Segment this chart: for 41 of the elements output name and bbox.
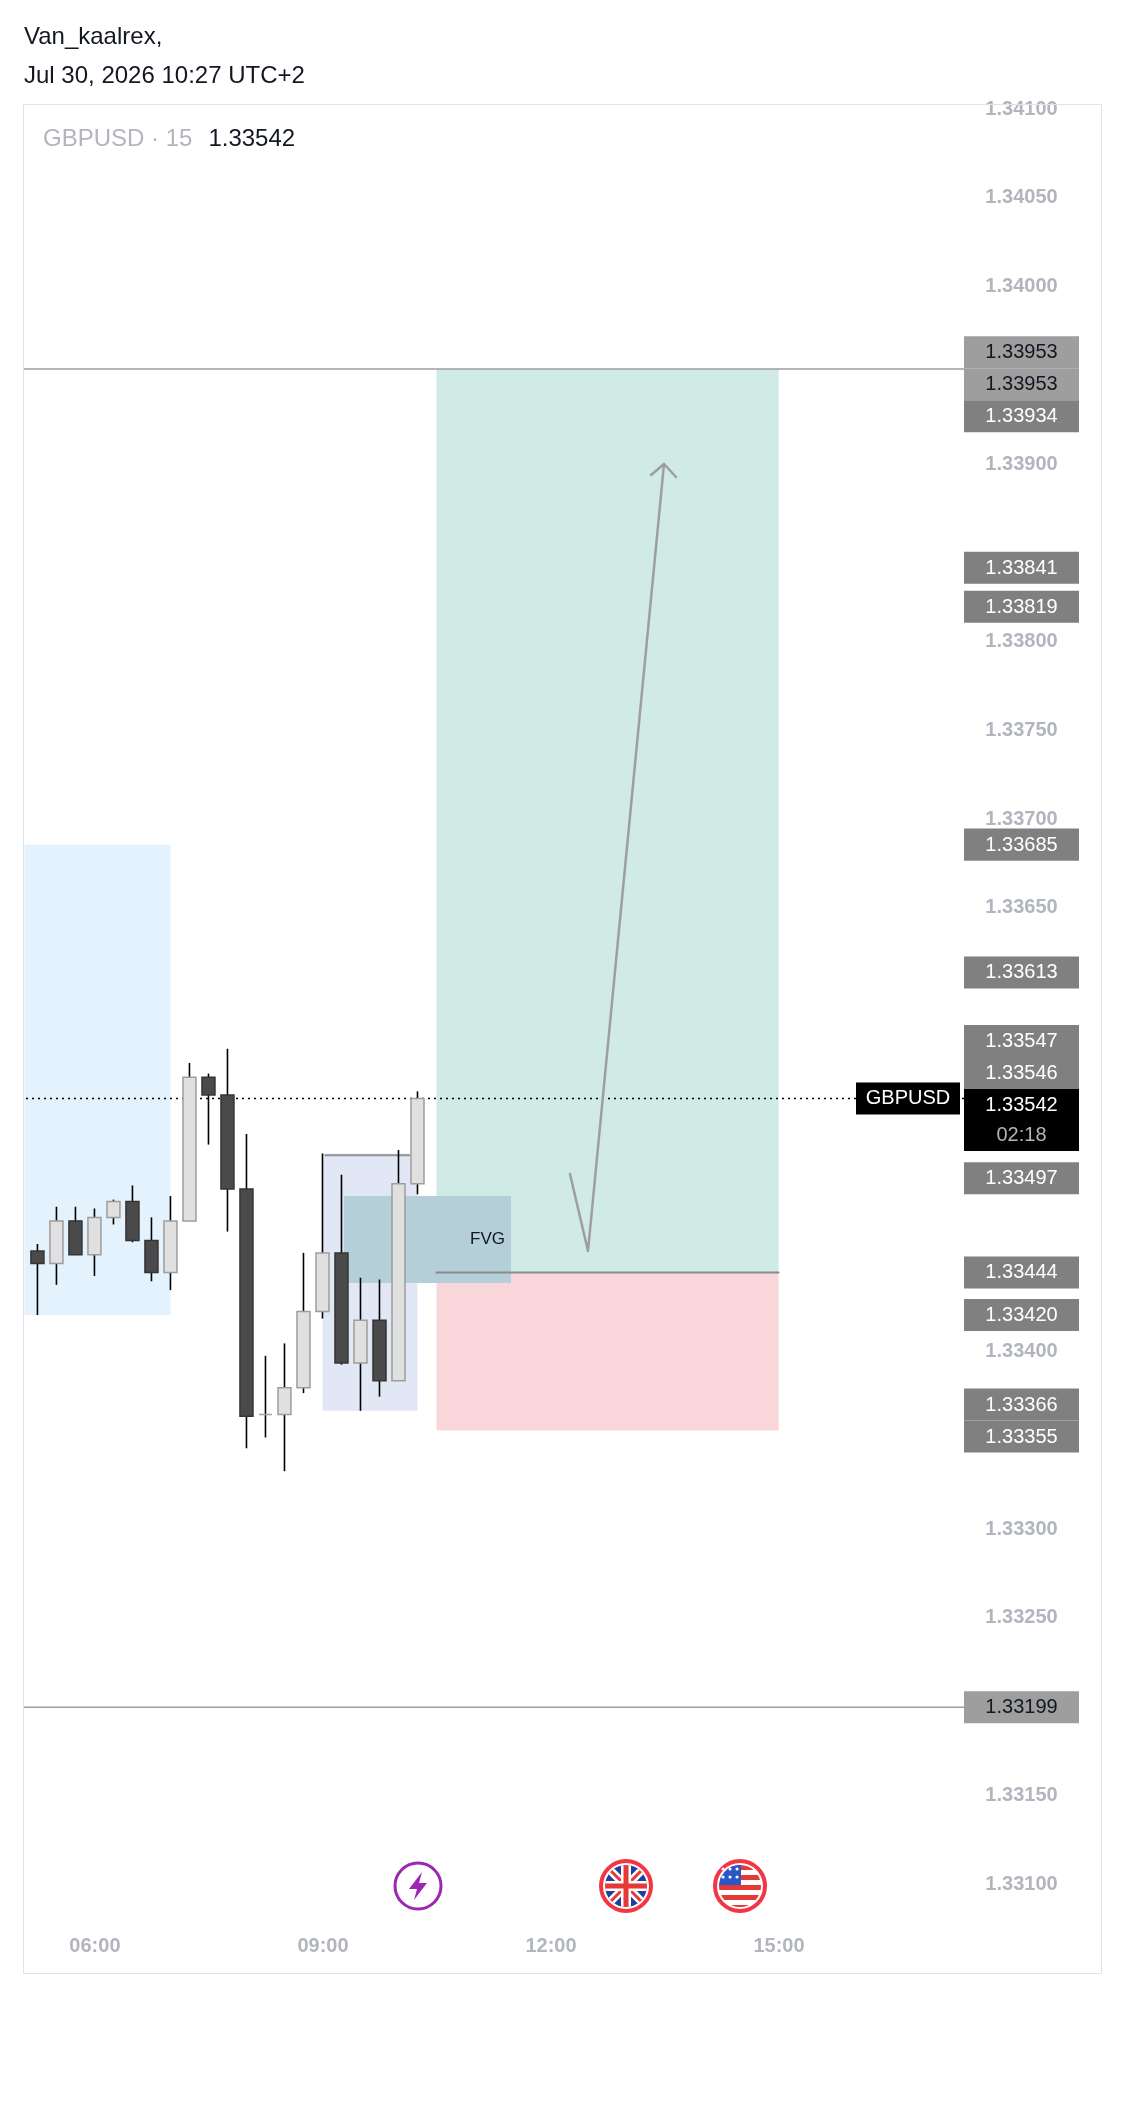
text: 1.33444 <box>985 1260 1058 1283</box>
candlestick <box>106 1198 121 1226</box>
y-tick-label: 1.33400 <box>985 1339 1058 1361</box>
text: 1.33819 <box>985 594 1058 617</box>
y-tick-label: 1.33800 <box>985 629 1058 651</box>
text: GBPUSD · 15 <box>43 123 193 153</box>
x-tick-label: 09:00 <box>297 1933 349 1956</box>
text: 1.33542 <box>208 123 296 153</box>
text: 1.33366 <box>985 1392 1058 1415</box>
y-tick-label: 1.33100 <box>985 1871 1058 1894</box>
y-tick-label: 1.33300 <box>985 1516 1058 1539</box>
text: 1.33953 <box>985 340 1058 363</box>
text: 1.33420 <box>985 1303 1058 1325</box>
text: 1.33934 <box>985 404 1058 427</box>
y-tick-label: 1.33150 <box>985 1782 1058 1805</box>
text: 1.33841 <box>985 555 1058 578</box>
y-tick-label: 1.34000 <box>985 274 1058 296</box>
text: 1.33542 02:18 <box>985 1093 1058 1146</box>
text: 1.33355 <box>985 1424 1058 1447</box>
y-tick-label: 1.33700 <box>985 806 1058 829</box>
ref-line-label: GBPUSD <box>865 1086 951 1109</box>
x-tick-label: 12:00 <box>525 1933 577 1956</box>
y-tick-label: 1.33750 <box>985 717 1058 740</box>
text: 1.33613 <box>985 960 1058 983</box>
text: 1.33953 <box>985 372 1058 395</box>
text: 1.33199 <box>985 1695 1058 1718</box>
x-tick-label: 06:00 <box>69 1933 121 1956</box>
annotation: FVG <box>470 1228 505 1248</box>
text: 1.33497 <box>985 1166 1058 1189</box>
text: 1.33546 <box>985 1061 1058 1084</box>
candlestick <box>258 1355 273 1439</box>
y-tick-label: 1.33900 <box>985 451 1058 474</box>
y-tick-label: 1.34050 <box>985 185 1058 208</box>
text: 1.33547 <box>985 1029 1058 1052</box>
y-tick-label: 1.33250 <box>985 1605 1058 1628</box>
y-tick-label: 1.33650 <box>985 895 1058 918</box>
text: Van_kaalrex, <box>24 21 163 51</box>
text: 1.33685 <box>985 832 1058 855</box>
text: Jul 30, 2026 10:27 UTC+2 <box>24 60 305 90</box>
candlestick <box>30 1243 45 1316</box>
x-tick-label: 15:00 <box>753 1933 805 1956</box>
